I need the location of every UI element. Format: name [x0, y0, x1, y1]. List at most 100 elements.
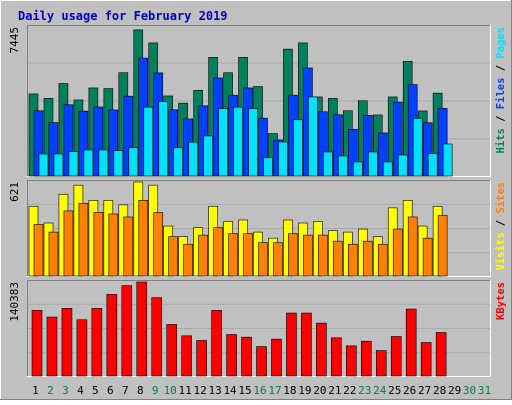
bar-sites-day-28 [437, 215, 448, 277]
legend: Hits / Files / Pages [495, 27, 507, 153]
legend-entry-kbytes: KBytes [495, 282, 507, 320]
bar-files-day-27 [422, 122, 433, 177]
y-max-label: 140383 [8, 282, 21, 322]
day-label-21: 21 [328, 384, 341, 397]
day-label-8: 8 [137, 384, 144, 397]
bar-pages-day-6 [113, 150, 124, 177]
series-kbytes [31, 281, 447, 377]
chart-panels: 7445 Hits / Files / Pages 621 Visits / Site… [8, 25, 507, 377]
day-label-20: 20 [313, 384, 326, 397]
day-label-2: 2 [47, 384, 54, 397]
bar-pages-day-9 [158, 101, 169, 177]
bar-kbytes-day-12 [196, 340, 207, 377]
day-label-17: 17 [268, 384, 281, 397]
bar-pages-day-18 [293, 119, 303, 177]
bar-kbytes-day-1 [31, 310, 43, 377]
bar-pages-day-13 [218, 108, 228, 177]
legend-separator: / [495, 214, 507, 233]
bar-pages-day-19 [308, 96, 318, 177]
bar-kbytes-day-22 [346, 345, 357, 377]
bar-kbytes-day-14 [226, 334, 237, 377]
day-label-15: 15 [238, 384, 251, 397]
bar-kbytes-day-28 [435, 332, 447, 377]
bar-kbytes-day-13 [211, 310, 222, 377]
bar-kbytes-day-15 [241, 336, 252, 377]
bar-pages-day-7 [128, 147, 139, 177]
bar-files-day-23 [362, 115, 373, 177]
bar-pages-day-22 [353, 161, 363, 177]
bar-kbytes-day-4 [76, 319, 88, 377]
day-label-6: 6 [107, 384, 114, 397]
bar-kbytes-day-26 [405, 308, 417, 377]
legend-entry-sites: Sites [495, 182, 507, 214]
bar-sites-day-10 [168, 236, 179, 277]
day-label-22: 22 [343, 384, 356, 397]
bar-kbytes-day-23 [360, 340, 372, 377]
bar-files-day-6 [108, 109, 119, 177]
bar-files-day-20 [318, 111, 328, 177]
bar-files-day-28 [437, 108, 448, 177]
y-max-label: 621 [8, 182, 21, 202]
bar-kbytes-day-18 [286, 312, 297, 377]
bar-kbytes-day-8 [136, 281, 148, 377]
bar-sites-day-15 [243, 233, 253, 277]
bar-kbytes-day-20 [316, 322, 327, 377]
bar-sites-day-8 [138, 200, 149, 277]
bar-sites-day-25 [392, 228, 403, 277]
bar-sites-day-3 [63, 210, 74, 277]
bar-kbytes-day-9 [151, 297, 163, 377]
day-label-19: 19 [298, 384, 311, 397]
day-label-4: 4 [77, 384, 84, 397]
bar-sites-day-23 [362, 240, 373, 277]
bar-pages-day-27 [427, 153, 438, 177]
bar-pages-day-4 [83, 149, 94, 177]
chart-title: Daily usage for February 2019 [18, 9, 228, 23]
bar-files-day-16 [258, 117, 268, 177]
day-label-12: 12 [194, 384, 207, 397]
bar-pages-day-28 [442, 143, 453, 177]
bar-sites-day-4 [78, 203, 89, 277]
bar-sites-day-14 [228, 233, 238, 277]
bar-sites-day-7 [123, 216, 134, 277]
bar-files-day-24 [377, 132, 388, 177]
day-label-1: 1 [32, 384, 39, 397]
bar-sites-day-11 [183, 243, 193, 277]
bar-kbytes-day-5 [91, 308, 103, 377]
bar-files-day-7 [123, 95, 134, 177]
bar-pages-day-24 [382, 161, 393, 177]
day-label-11: 11 [179, 384, 192, 397]
legend-separator: / [495, 59, 507, 78]
bar-sites-day-24 [377, 243, 388, 277]
legend: KBytes [495, 282, 507, 320]
day-label-28: 28 [433, 384, 446, 397]
day-label-25: 25 [388, 384, 401, 397]
bar-sites-day-17 [273, 242, 283, 277]
bar-pages-day-20 [323, 151, 333, 177]
bar-files-day-21 [333, 114, 343, 177]
bar-sites-day-27 [422, 237, 433, 277]
bar-files-day-10 [168, 109, 179, 177]
bar-sites-day-16 [258, 242, 268, 277]
bar-pages-day-10 [173, 147, 184, 177]
day-label-31: 31 [478, 384, 491, 397]
day-label-26: 26 [403, 384, 416, 397]
day-label-7: 7 [122, 384, 129, 397]
bar-sites-day-26 [407, 216, 418, 277]
day-label-16: 16 [253, 384, 266, 397]
legend-entry-visits: Visits [495, 233, 507, 271]
bar-files-day-3 [63, 104, 74, 177]
bar-pages-day-23 [367, 151, 378, 177]
bar-sites-day-2 [48, 231, 59, 277]
day-label-5: 5 [92, 384, 99, 397]
bar-pages-day-16 [263, 157, 273, 177]
bar-kbytes-day-7 [121, 285, 133, 377]
series-sites [33, 200, 448, 277]
bar-kbytes-day-11 [181, 335, 192, 377]
bar-files-day-22 [348, 129, 358, 177]
legend: Visits / Sites [495, 182, 507, 271]
day-label-27: 27 [418, 384, 431, 397]
legend-entry-hits: Hits [495, 128, 507, 153]
bar-kbytes-day-10 [166, 324, 178, 377]
bar-files-day-1 [33, 110, 44, 177]
